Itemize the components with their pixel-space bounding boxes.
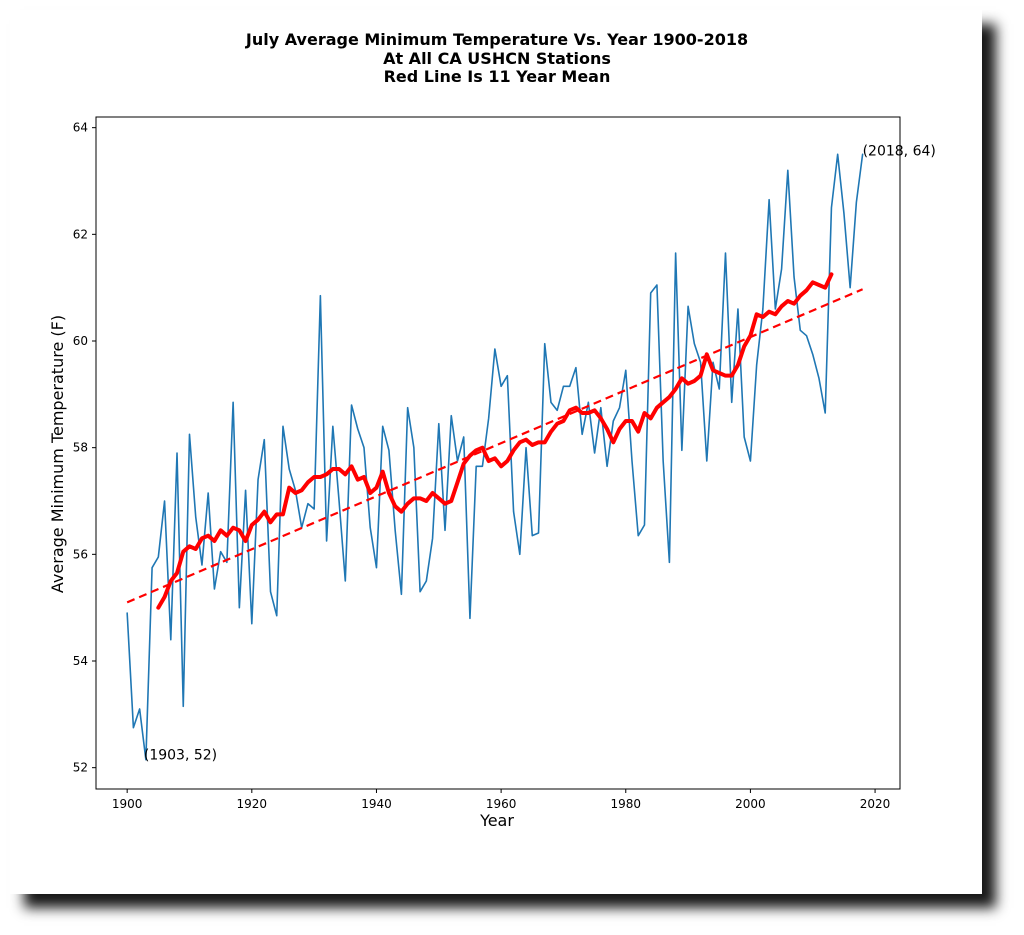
series-line-11yr-mean <box>156 272 834 610</box>
chart-title: July Average Minimum Temperature Vs. Yea… <box>245 30 748 86</box>
chart-svg: July Average Minimum Temperature Vs. Yea… <box>48 30 936 830</box>
y-tick-label-64: 64 <box>73 121 88 135</box>
series-line-annual <box>126 153 864 761</box>
plot-frame <box>95 116 901 790</box>
x-tick-label-1900: 1900 <box>112 797 143 811</box>
annotation-2: (2018, 64) <box>863 144 936 160</box>
y-tick-label-58: 58 <box>73 441 88 455</box>
x-tick-label-1940: 1940 <box>361 797 392 811</box>
x-axis-label: Year <box>479 811 514 830</box>
title-line-1: July Average Minimum Temperature Vs. Yea… <box>245 30 748 49</box>
x-tick-label-2000: 2000 <box>735 797 766 811</box>
x-tick-label-2020: 2020 <box>860 797 891 811</box>
y-axis-label: Average Minimum Temperature (F) <box>48 315 67 593</box>
y-tick-label-56: 56 <box>73 547 88 561</box>
plot-area: 1900 1920 1940 1960 1980 2000 2020 52 54 56 58 60 62… <box>73 116 936 811</box>
y-tick-label-54: 54 <box>73 654 88 668</box>
title-line-2: At All CA USHCN Stations <box>383 49 611 68</box>
trend-line <box>126 288 864 604</box>
x-tick-label-1980: 1980 <box>610 797 641 811</box>
title-line-3: Red Line Is 11 Year Mean <box>384 67 611 86</box>
y-tick-label-52: 52 <box>73 761 88 775</box>
x-tick-label-1960: 1960 <box>486 797 517 811</box>
annotation-1: (1903, 52) <box>144 748 217 764</box>
chart-figure: July Average Minimum Temperature Vs. Yea… <box>10 10 982 894</box>
x-tick-label-1920: 1920 <box>237 797 268 811</box>
y-tick-label-62: 62 <box>73 227 88 241</box>
y-tick-label-60: 60 <box>73 334 88 348</box>
